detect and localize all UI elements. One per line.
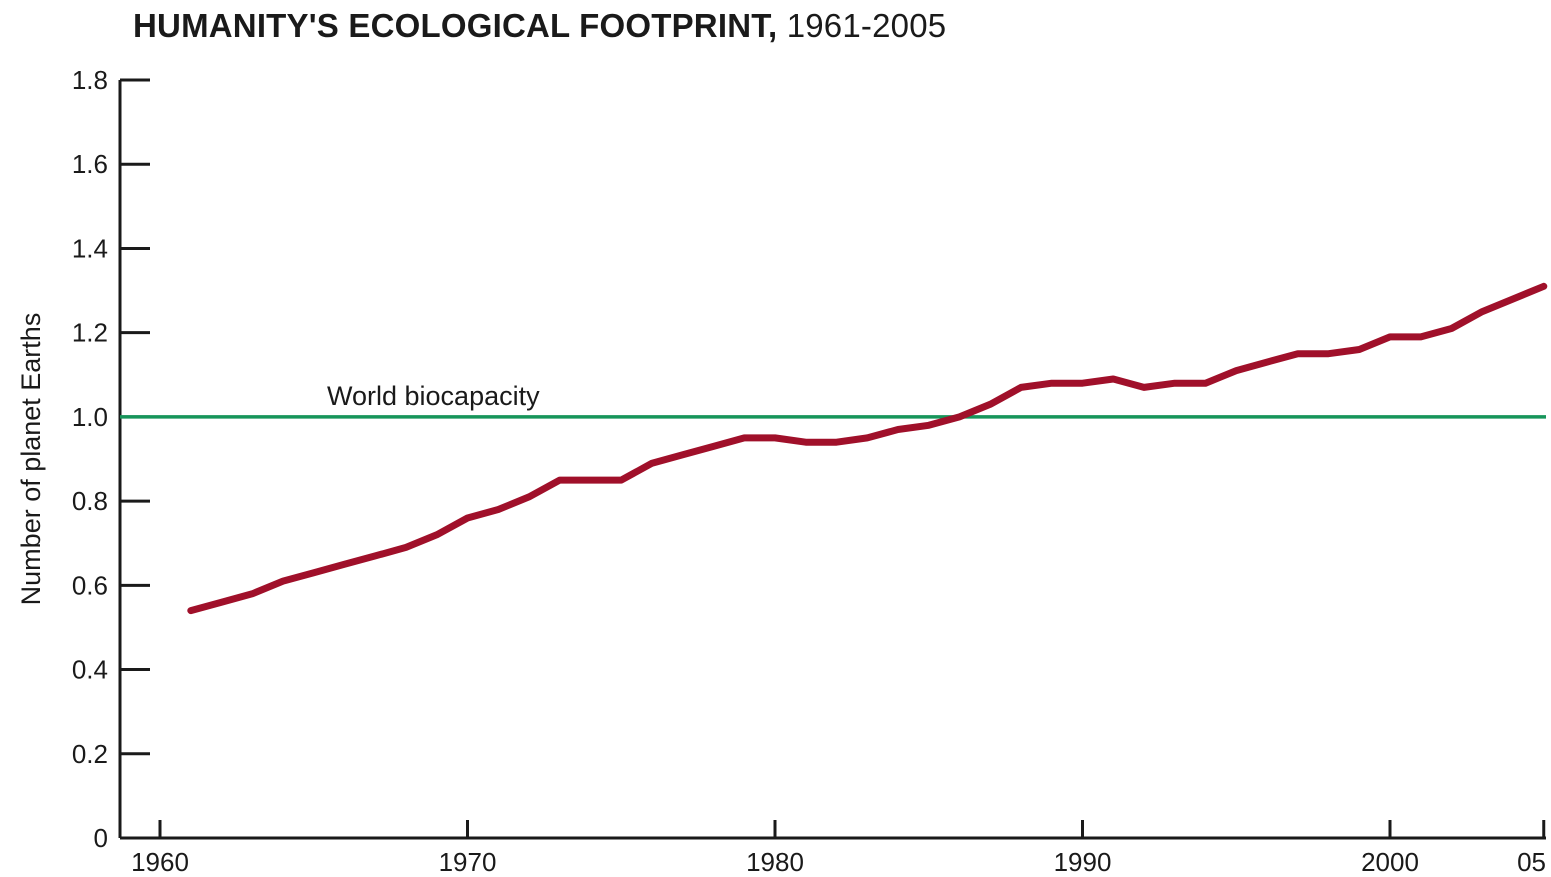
y-tick-label: 0.6 — [72, 570, 108, 600]
series-layer — [187, 282, 1548, 615]
x-tick-label: 05 — [1517, 847, 1546, 877]
y-axis-title: Number of planet Earths — [16, 313, 46, 606]
y-ticks: 0 0.2 0.4 0.6 0.8 1.0 1.2 1.4 1.6 1.8 — [72, 65, 150, 853]
reference-lines: World biocapacity — [120, 381, 1546, 419]
y-tick-label: 1.2 — [72, 318, 108, 348]
y-tick-label: 1.0 — [72, 402, 108, 432]
y-tick-label: 0 — [94, 823, 108, 853]
x-tick-label: 1990 — [1054, 847, 1112, 877]
chart-title: HUMANITY'S ECOLOGICAL FOOTPRINT, 1961-20… — [133, 6, 946, 46]
y-tick-label: 1.8 — [72, 65, 108, 95]
chart-title-years: 1961-2005 — [786, 7, 947, 44]
chart-title-main: HUMANITY'S ECOLOGICAL FOOTPRINT, — [133, 7, 778, 44]
y-tick-label: 0.4 — [72, 655, 108, 685]
biocapacity-label: World biocapacity — [327, 381, 540, 411]
x-tick-label: 1960 — [131, 847, 189, 877]
x-ticks: 1960 1970 1980 1990 2000 05 — [131, 820, 1546, 877]
y-tick-label: 1.6 — [72, 149, 108, 179]
x-tick-label: 1970 — [439, 847, 497, 877]
x-tick-label: 1980 — [746, 847, 804, 877]
y-tick-label: 0.2 — [72, 739, 108, 769]
axes — [118, 80, 1546, 840]
y-tick-label: 1.4 — [72, 233, 108, 263]
footprint-line — [187, 282, 1548, 615]
y-tick-label: 0.8 — [72, 486, 108, 516]
x-tick-label: 2000 — [1361, 847, 1419, 877]
